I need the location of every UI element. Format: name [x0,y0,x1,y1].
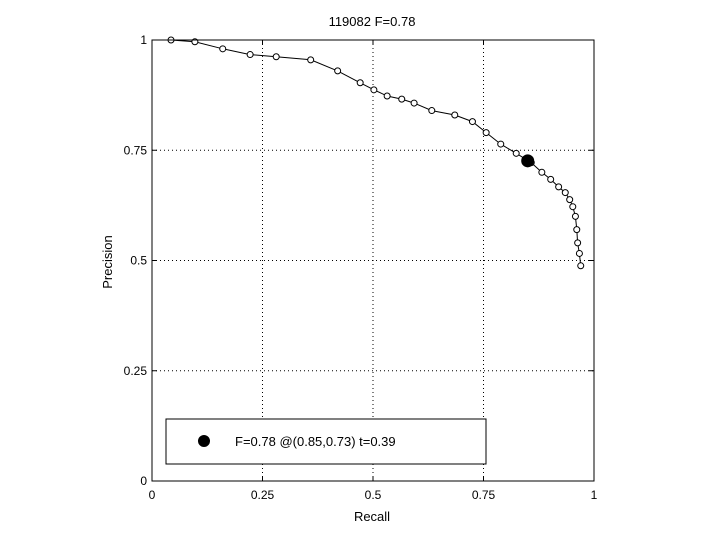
pr-curve-point [577,262,585,270]
pr-curve-point [569,203,577,211]
x-tick-label: 0.25 [251,488,275,502]
x-tick-label: 0 [149,488,156,502]
pr-curve-point [482,129,490,137]
pr-curve-point [566,196,574,204]
legend-box [165,418,487,465]
plot-area-border [151,39,595,482]
x-tick-label: 1 [591,488,598,502]
y-tick-label: 0 [140,474,147,488]
pr-curve-point [574,239,582,247]
grid-lines [152,40,594,481]
pr-curve-point [219,45,227,53]
y-axis-label: Precision [100,235,115,288]
pr-curve-point [512,149,520,157]
legend-label: F=0.78 @(0.85,0.73) t=0.39 [235,434,396,449]
pr-curve-point [571,212,579,220]
y-tick-label: 0.5 [130,254,147,268]
pr-curve-point [428,107,436,115]
chart-title: 119082 F=0.78 [329,14,416,29]
pr-curve-point [334,67,342,75]
y-tick-label: 0.75 [124,143,148,157]
x-tick-label: 0.75 [472,488,496,502]
pr-curve-point [272,53,280,61]
x-tick-label: 0.5 [365,488,382,502]
y-tick-label: 0.25 [124,364,148,378]
pr-curve-point [547,175,555,183]
axis-ticks: 0 0.25 0.5 0.75 1 0 0.25 0.5 0.75 1 [124,33,598,502]
legend: F=0.78 @(0.85,0.73) t=0.39 [165,418,487,465]
pr-curve-point [246,51,254,59]
pr-curve-point [451,111,459,119]
pr-curve-point [538,168,546,176]
best-f-point [521,154,535,168]
pr-curve-point [468,118,476,126]
x-axis-label: Recall [354,509,390,524]
pr-curve-point [573,226,581,234]
pr-curve-point [575,249,583,257]
pr-curve-point [555,183,563,191]
pr-curve-point [497,140,505,148]
pr-curve-point [307,56,315,64]
data-series [167,36,585,270]
pr-curve-point [356,79,364,87]
legend-marker [198,435,210,447]
pr-curve-point [410,99,418,107]
pr-curve-point [383,92,391,100]
y-tick-label: 1 [140,33,147,47]
pr-curve-point [398,95,406,103]
pr-curve-point [370,86,378,94]
pr-curve-point [561,189,569,197]
